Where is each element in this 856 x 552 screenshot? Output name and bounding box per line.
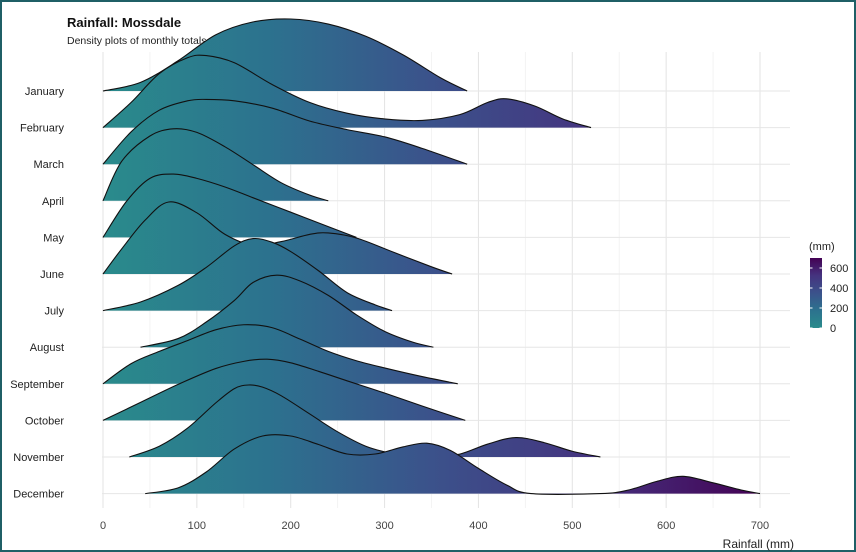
ridge-outline <box>102 237 393 312</box>
ridges <box>102 18 761 495</box>
y-tick-label: January <box>25 86 65 98</box>
ridge-area <box>140 275 434 348</box>
legend-tick-label: 0 <box>830 323 836 335</box>
y-tick-label: March <box>33 159 64 171</box>
legend-tick-label: 200 <box>830 303 848 315</box>
legend-title: (mm) <box>809 241 835 253</box>
ridge-october <box>102 358 466 421</box>
y-tick-label: July <box>44 306 64 318</box>
ridge-august <box>140 274 434 348</box>
y-tick-label: May <box>43 232 64 244</box>
ridge-outline <box>102 98 468 165</box>
ridge-outline <box>102 324 458 385</box>
ridge-december <box>145 434 761 495</box>
ridge-area <box>129 384 601 458</box>
color-legend: (mm) 600 400 200 0 <box>809 241 848 335</box>
x-tick-label: 0 <box>100 520 106 532</box>
y-tick-label: June <box>40 269 64 281</box>
ridge-area <box>145 434 761 495</box>
ridge-area <box>103 201 453 274</box>
y-tick-label: February <box>20 123 65 135</box>
y-tick-label: December <box>13 489 64 501</box>
ridge-outline <box>102 54 592 129</box>
x-tick-label: 200 <box>282 520 300 532</box>
x-tick-label: 100 <box>188 520 206 532</box>
x-axis-ticks: 0 100 200 300 400 500 600 700 <box>100 520 769 532</box>
y-tick-label: April <box>42 196 64 208</box>
y-tick-label: September <box>10 379 64 391</box>
ridge-outline <box>129 384 601 458</box>
ridge-outline <box>145 434 761 495</box>
legend-colorbar <box>810 258 822 328</box>
y-tick-label: August <box>30 342 64 354</box>
chart-title: Rainfall: Mossdale <box>67 15 182 30</box>
ridge-outline <box>102 173 357 238</box>
y-tick-label: October <box>25 415 64 427</box>
x-tick-label: 600 <box>657 520 675 532</box>
x-tick-label: 300 <box>375 520 393 532</box>
x-tick-label: 700 <box>751 520 769 532</box>
month-labels: January February March April May June July Augu… <box>10 86 64 501</box>
ridge-outline <box>102 358 466 421</box>
ridge-outline <box>102 128 329 202</box>
y-tick-label: November <box>13 452 64 464</box>
ridge-november <box>129 384 601 458</box>
legend-tick-label: 400 <box>830 283 848 295</box>
legend-tick-label: 600 <box>830 263 848 275</box>
ridge-area <box>103 359 466 421</box>
x-axis-label: Rainfall (mm) <box>722 537 794 551</box>
x-tick-label: 500 <box>563 520 581 532</box>
x-tick-label: 400 <box>469 520 487 532</box>
ridge-outline <box>140 274 434 348</box>
ridge-september <box>102 324 458 385</box>
